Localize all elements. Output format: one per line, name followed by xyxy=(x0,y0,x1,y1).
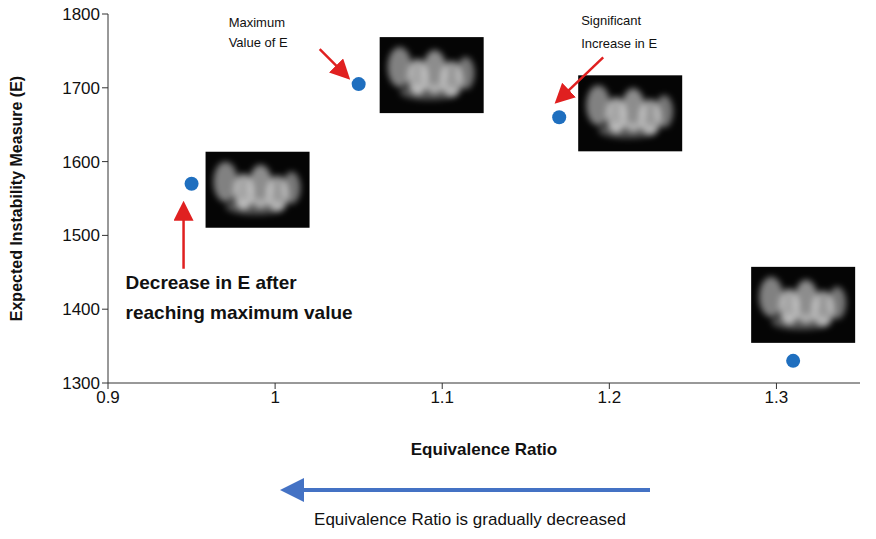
svg-text:1800: 1800 xyxy=(62,5,100,24)
svg-text:Decrease in E after: Decrease in E after xyxy=(126,272,298,293)
svg-text:1500: 1500 xyxy=(62,226,100,245)
svg-text:Maximum: Maximum xyxy=(229,15,285,30)
svg-text:1.1: 1.1 xyxy=(430,388,454,407)
svg-text:Equivalence Ratio is gradually: Equivalence Ratio is gradually decreased xyxy=(314,510,626,529)
svg-text:reaching maximum value: reaching maximum value xyxy=(126,302,353,323)
svg-text:Value of E: Value of E xyxy=(229,35,288,50)
svg-text:1: 1 xyxy=(270,388,279,407)
svg-text:Increase in E: Increase in E xyxy=(581,36,657,51)
svg-text:1300: 1300 xyxy=(62,374,100,393)
svg-text:Expected Instability Measure (: Expected Instability Measure (E) xyxy=(8,76,25,321)
svg-text:1400: 1400 xyxy=(62,300,100,319)
svg-text:1.3: 1.3 xyxy=(765,388,789,407)
svg-text:1700: 1700 xyxy=(62,79,100,98)
svg-text:Equivalence Ratio: Equivalence Ratio xyxy=(411,440,557,459)
svg-text:Significant: Significant xyxy=(581,13,641,28)
svg-text:1600: 1600 xyxy=(62,153,100,172)
svg-text:0.9: 0.9 xyxy=(96,388,120,408)
svg-text:1.2: 1.2 xyxy=(598,388,622,407)
